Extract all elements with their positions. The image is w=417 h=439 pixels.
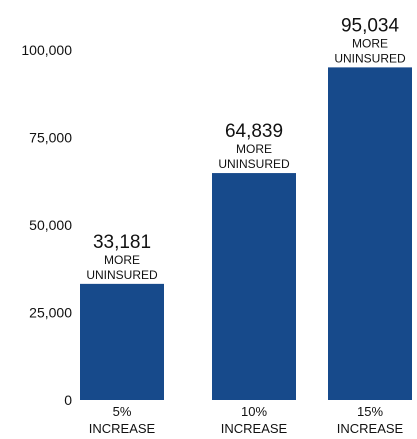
bar (328, 67, 412, 401)
bar (80, 283, 164, 400)
y-tick-label: 25,000 (29, 305, 72, 321)
x-tick-label: 5% (113, 404, 132, 419)
y-tick-label: 0 (64, 392, 72, 408)
data-label-note: UNINSURED (218, 157, 290, 171)
x-tick-label: INCREASE (89, 421, 156, 436)
data-label-note: UNINSURED (334, 51, 406, 65)
data-label-note: UNINSURED (86, 268, 158, 282)
data-label: 95,034 (341, 15, 400, 36)
data-label-note: MORE (104, 253, 140, 267)
y-tick-label: 50,000 (29, 217, 72, 233)
x-tick-label: 10% (241, 404, 267, 419)
x-tick-label: INCREASE (337, 421, 404, 436)
x-tick-label: 15% (357, 404, 383, 419)
x-tick-label: INCREASE (221, 421, 288, 436)
data-label: 64,839 (225, 121, 283, 142)
data-label: 33,181 (93, 232, 151, 253)
y-tick-label: 75,000 (29, 130, 72, 146)
y-tick-label: 100,000 (21, 42, 72, 58)
data-label-note: MORE (236, 142, 272, 156)
data-label-note: MORE (352, 36, 388, 50)
bar (212, 173, 296, 400)
